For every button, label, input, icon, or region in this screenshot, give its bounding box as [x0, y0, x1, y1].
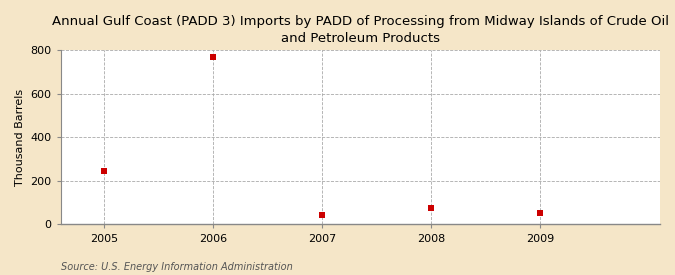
Point	[426, 206, 437, 210]
Point	[535, 210, 545, 215]
Title: Annual Gulf Coast (PADD 3) Imports by PADD of Processing from Midway Islands of : Annual Gulf Coast (PADD 3) Imports by PA…	[52, 15, 669, 45]
Text: Source: U.S. Energy Information Administration: Source: U.S. Energy Information Administ…	[61, 262, 292, 272]
Y-axis label: Thousand Barrels: Thousand Barrels	[15, 89, 25, 186]
Point	[317, 213, 327, 217]
Point	[208, 55, 219, 59]
Point	[99, 169, 110, 173]
